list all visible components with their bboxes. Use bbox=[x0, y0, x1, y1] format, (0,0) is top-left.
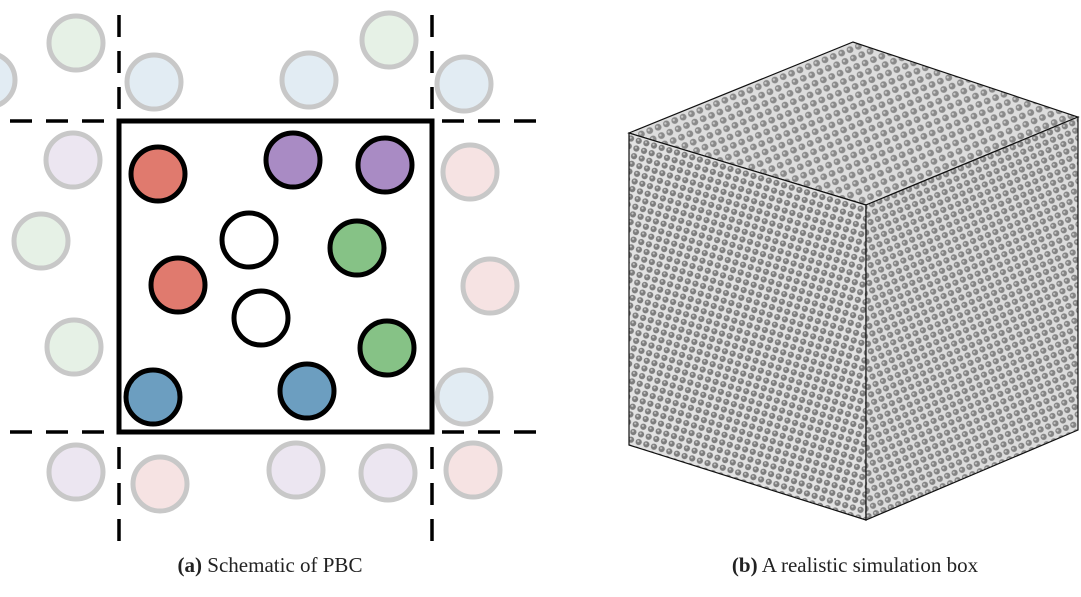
figure: (a) Schematic of PBC (b) A realistic sim… bbox=[0, 0, 1081, 592]
caption-b: (b) A realistic simulation box bbox=[732, 553, 979, 577]
caption-text: A realistic simulation box bbox=[762, 553, 979, 577]
caption-text: Schematic of PBC bbox=[207, 553, 362, 577]
simulation-box bbox=[629, 42, 1078, 520]
caption-a: (a) Schematic of PBC bbox=[178, 553, 363, 577]
panel-label: (a) bbox=[178, 553, 203, 577]
particles bbox=[126, 133, 414, 424]
panel-label: (b) bbox=[732, 553, 758, 577]
